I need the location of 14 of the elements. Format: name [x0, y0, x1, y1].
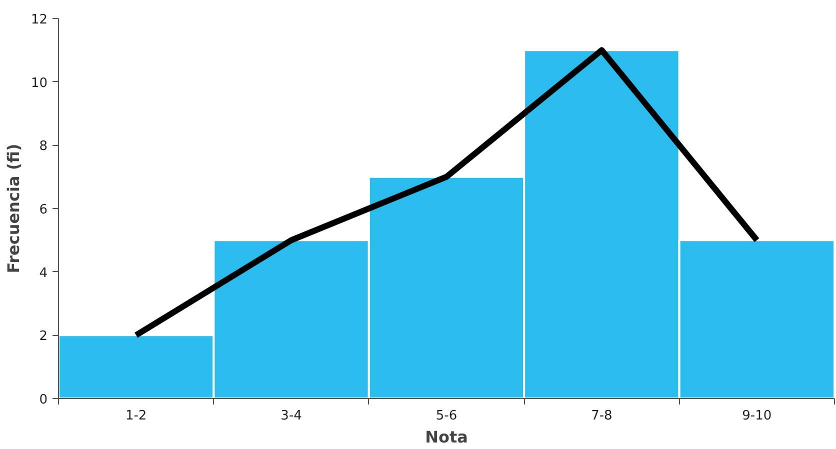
x-axis-title: Nota [425, 428, 468, 446]
x-tick-label: 3-4 [280, 408, 302, 424]
x-tick-label: 7-8 [591, 408, 612, 424]
y-tick-label: 8 [39, 139, 48, 154]
x-tick-label: 1-2 [125, 408, 147, 424]
x-tick-label: 5-6 [436, 408, 458, 424]
y-tick-label: 12 [30, 12, 48, 28]
x-tick-label: 9-10 [742, 408, 772, 424]
y-tick-label: 4 [39, 266, 48, 281]
y-tick-label: 0 [39, 392, 48, 408]
y-tick-label: 2 [39, 329, 48, 344]
y-tick-label: 6 [39, 202, 48, 218]
y-tick-label: 10 [30, 76, 48, 91]
y-axis-title: Frecuencia (fi) [4, 144, 23, 274]
